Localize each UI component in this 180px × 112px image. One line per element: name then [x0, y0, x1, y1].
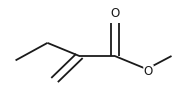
Text: O: O	[144, 65, 153, 78]
Text: O: O	[110, 7, 120, 20]
